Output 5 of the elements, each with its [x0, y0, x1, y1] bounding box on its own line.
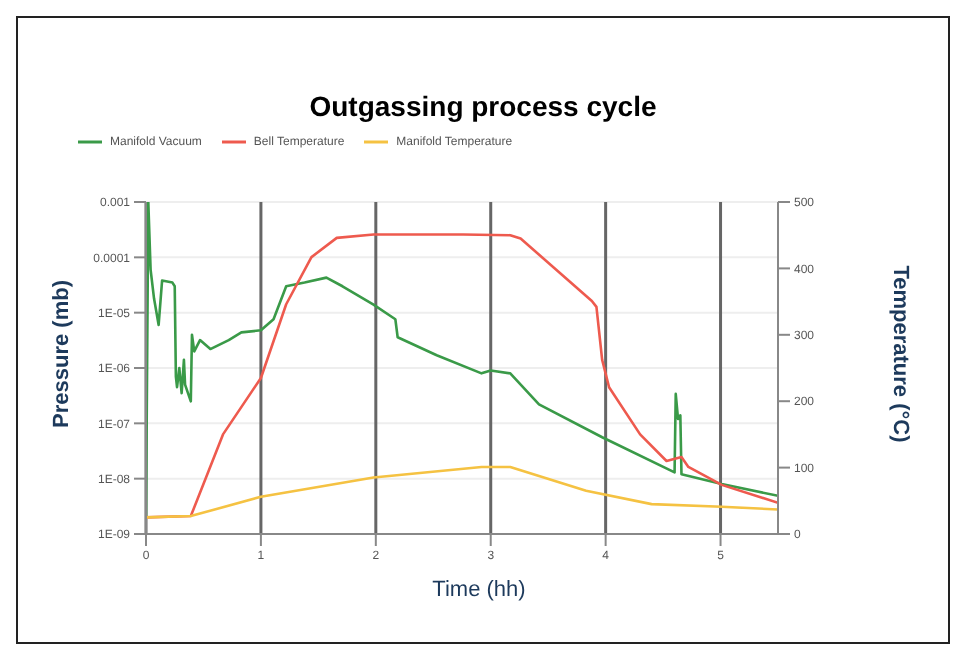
chart-title: Outgassing process cycle [307, 90, 659, 122]
y2-axis-title: Temperature (°C) [888, 265, 912, 443]
line-series [146, 465, 778, 519]
x-axis-title: Time (hh) [430, 578, 528, 602]
y-axis-title: Pressure (mb) [50, 280, 74, 428]
